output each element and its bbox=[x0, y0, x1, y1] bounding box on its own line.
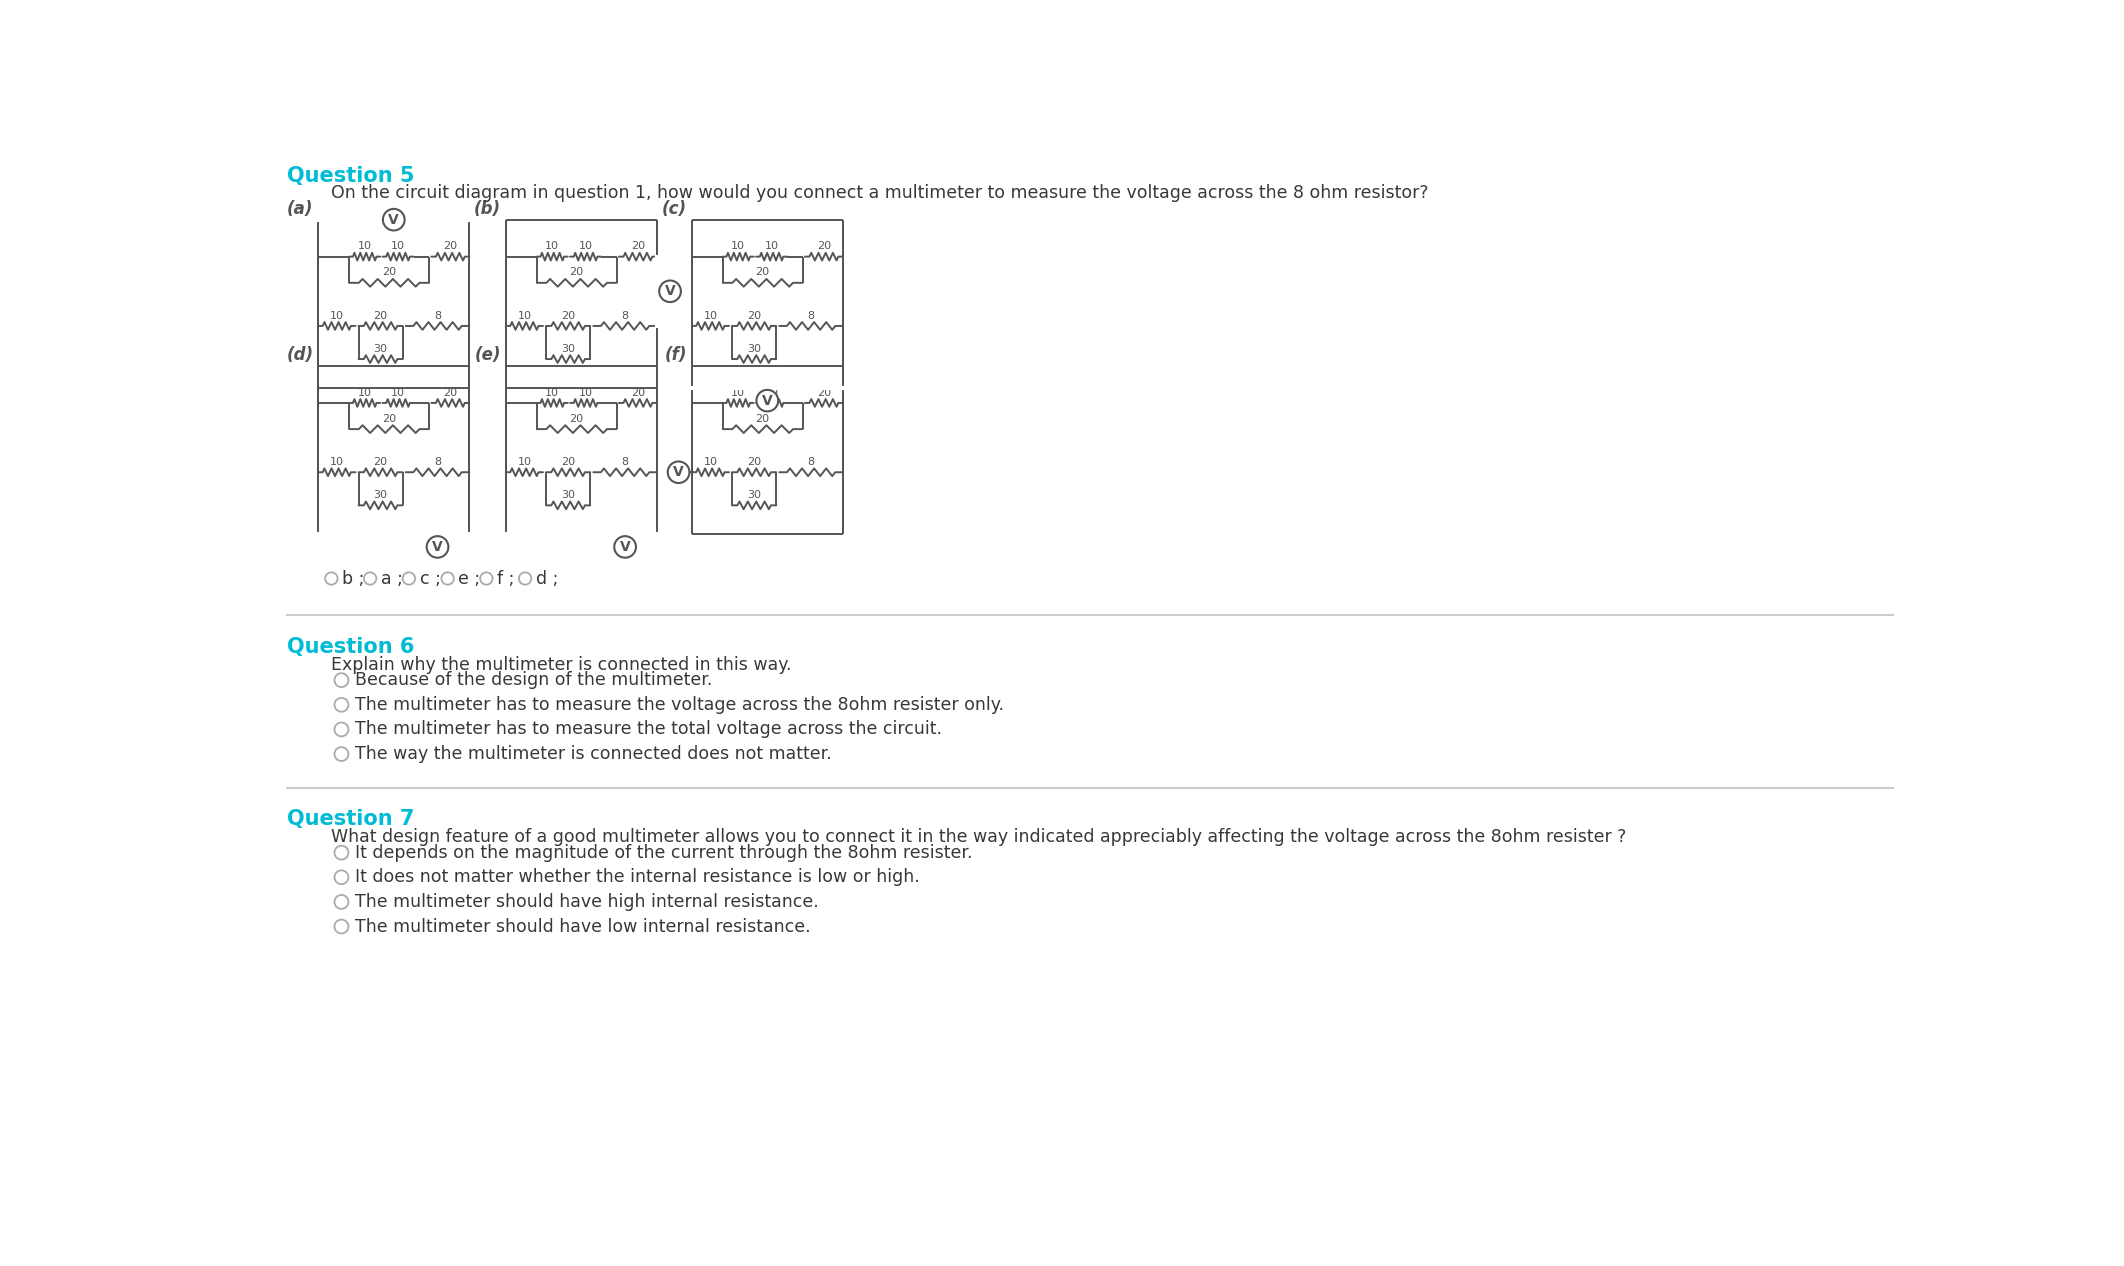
Text: d ;: d ; bbox=[535, 570, 559, 587]
Text: The multimeter has to measure the total voltage across the circuit.: The multimeter has to measure the total … bbox=[355, 720, 943, 738]
Text: 20: 20 bbox=[631, 242, 646, 251]
Text: Question 6: Question 6 bbox=[287, 637, 414, 657]
Text: 10: 10 bbox=[357, 242, 372, 251]
Text: 10: 10 bbox=[703, 310, 718, 320]
Text: (b): (b) bbox=[474, 200, 501, 218]
Text: 8: 8 bbox=[807, 457, 816, 467]
Text: f ;: f ; bbox=[497, 570, 514, 587]
Text: V: V bbox=[620, 539, 631, 555]
Text: 20: 20 bbox=[374, 310, 389, 320]
Text: 20: 20 bbox=[756, 414, 769, 424]
Text: 10: 10 bbox=[765, 242, 780, 251]
Text: 10: 10 bbox=[357, 387, 372, 398]
Text: 20: 20 bbox=[631, 387, 646, 398]
Text: 30: 30 bbox=[561, 343, 576, 353]
Text: 20: 20 bbox=[818, 387, 830, 398]
Text: V: V bbox=[431, 539, 444, 555]
Text: 20: 20 bbox=[444, 387, 457, 398]
Circle shape bbox=[614, 536, 635, 558]
Text: (d): (d) bbox=[287, 347, 314, 365]
Text: 10: 10 bbox=[578, 242, 593, 251]
Text: Explain why the multimeter is connected in this way.: Explain why the multimeter is connected … bbox=[331, 656, 792, 674]
Circle shape bbox=[658, 281, 682, 303]
Text: V: V bbox=[763, 394, 773, 408]
Text: 20: 20 bbox=[382, 267, 397, 277]
Text: 20: 20 bbox=[748, 310, 760, 320]
Text: 10: 10 bbox=[391, 242, 406, 251]
Text: Because of the design of the multimeter.: Because of the design of the multimeter. bbox=[355, 671, 714, 689]
Text: V: V bbox=[665, 285, 675, 299]
Text: 20: 20 bbox=[444, 242, 457, 251]
Text: 10: 10 bbox=[546, 387, 559, 398]
Text: 10: 10 bbox=[329, 457, 344, 467]
Text: 20: 20 bbox=[382, 414, 397, 424]
Text: 10: 10 bbox=[518, 310, 531, 320]
Circle shape bbox=[427, 536, 448, 558]
Text: b ;: b ; bbox=[342, 570, 365, 587]
Text: 10: 10 bbox=[578, 387, 593, 398]
Text: Question 7: Question 7 bbox=[287, 809, 414, 829]
Text: e ;: e ; bbox=[459, 570, 480, 587]
Text: What design feature of a good multimeter allows you to connect it in the way ind: What design feature of a good multimeter… bbox=[331, 828, 1627, 846]
Circle shape bbox=[756, 390, 777, 411]
Text: V: V bbox=[389, 213, 399, 227]
Text: (a): (a) bbox=[287, 200, 314, 218]
Text: 30: 30 bbox=[748, 490, 760, 500]
Text: 20: 20 bbox=[374, 457, 389, 467]
Text: c ;: c ; bbox=[421, 570, 440, 587]
Text: 20: 20 bbox=[569, 414, 584, 424]
Text: 30: 30 bbox=[374, 343, 387, 353]
Text: 20: 20 bbox=[569, 267, 584, 277]
Text: 20: 20 bbox=[561, 310, 576, 320]
Text: The multimeter has to measure the voltage across the 8ohm resister only.: The multimeter has to measure the voltag… bbox=[355, 696, 1005, 714]
Text: 8: 8 bbox=[433, 310, 442, 320]
Circle shape bbox=[382, 209, 404, 230]
Text: 30: 30 bbox=[374, 490, 387, 500]
Text: Question 5: Question 5 bbox=[287, 166, 414, 186]
Text: 20: 20 bbox=[561, 457, 576, 467]
Text: 8: 8 bbox=[807, 310, 816, 320]
Text: 8: 8 bbox=[433, 457, 442, 467]
Text: (e): (e) bbox=[474, 347, 501, 365]
Text: 10: 10 bbox=[518, 457, 531, 467]
Text: On the circuit diagram in question 1, how would you connect a multimeter to meas: On the circuit diagram in question 1, ho… bbox=[331, 185, 1429, 203]
Text: 10: 10 bbox=[329, 310, 344, 320]
Circle shape bbox=[667, 462, 690, 484]
Text: a ;: a ; bbox=[380, 570, 404, 587]
Text: 10: 10 bbox=[731, 242, 746, 251]
Text: 20: 20 bbox=[748, 457, 760, 467]
Text: 10: 10 bbox=[703, 457, 718, 467]
Text: 30: 30 bbox=[748, 343, 760, 353]
Text: 10: 10 bbox=[765, 387, 780, 398]
Text: It depends on the magnitude of the current through the 8ohm resister.: It depends on the magnitude of the curre… bbox=[355, 843, 973, 862]
Text: The way the multimeter is connected does not matter.: The way the multimeter is connected does… bbox=[355, 746, 833, 763]
Text: The multimeter should have high internal resistance.: The multimeter should have high internal… bbox=[355, 893, 820, 912]
Text: 10: 10 bbox=[391, 387, 406, 398]
Text: 8: 8 bbox=[622, 310, 629, 320]
Text: 8: 8 bbox=[622, 457, 629, 467]
Text: The multimeter should have low internal resistance.: The multimeter should have low internal … bbox=[355, 918, 811, 936]
Text: V: V bbox=[673, 465, 684, 480]
Text: (f): (f) bbox=[665, 347, 686, 365]
Text: (c): (c) bbox=[663, 200, 686, 218]
Text: 10: 10 bbox=[546, 242, 559, 251]
Text: It does not matter whether the internal resistance is low or high.: It does not matter whether the internal … bbox=[355, 868, 920, 886]
Text: 10: 10 bbox=[731, 387, 746, 398]
Text: 20: 20 bbox=[818, 242, 830, 251]
Text: 20: 20 bbox=[756, 267, 769, 277]
Text: 30: 30 bbox=[561, 490, 576, 500]
